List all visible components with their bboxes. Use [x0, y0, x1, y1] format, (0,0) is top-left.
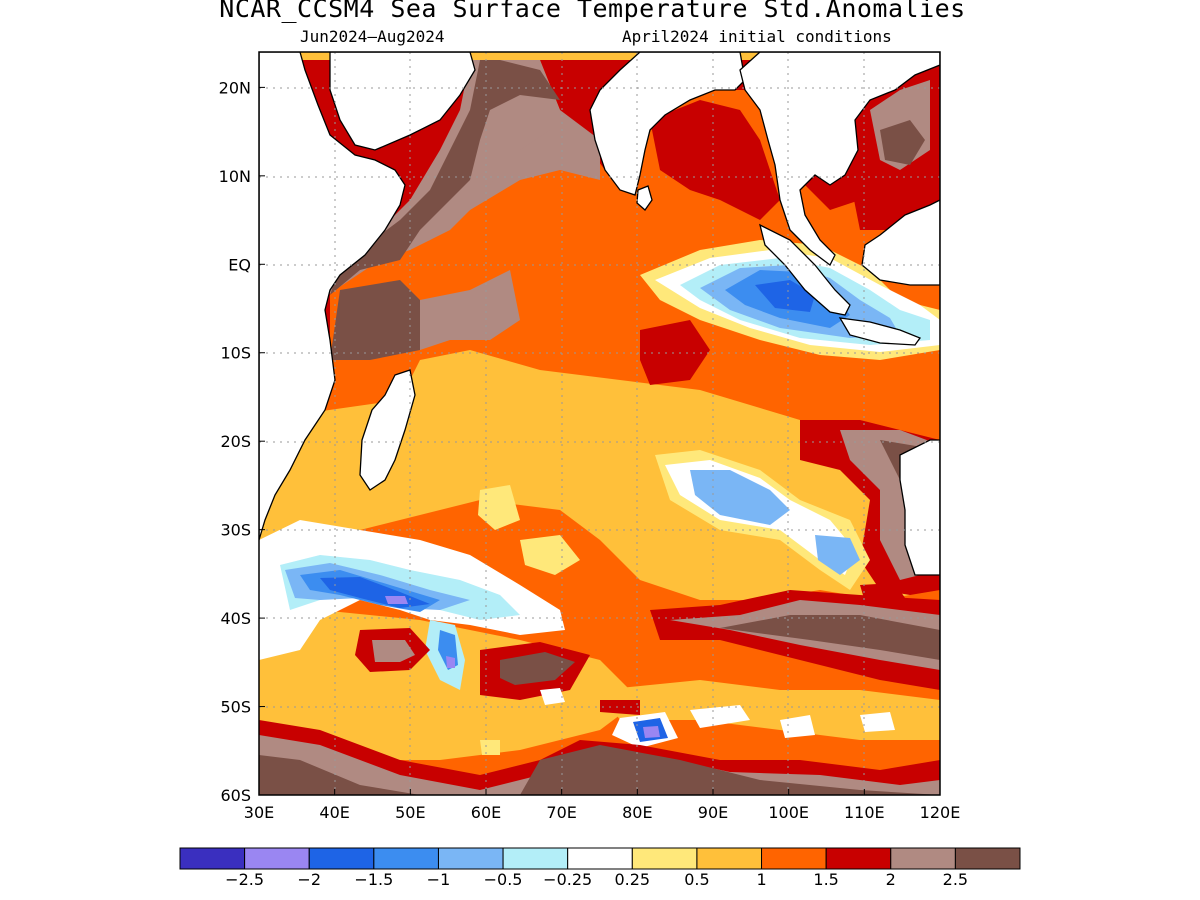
x-tick-label: 100E [768, 803, 809, 822]
colorbar-swatch [502, 847, 569, 870]
y-tick-label: 30S [220, 521, 251, 540]
colorbar-label: 0.5 [684, 870, 710, 889]
colorbar-swatch [954, 847, 1021, 870]
colorbar-label: −2 [297, 870, 322, 889]
colorbar-label: −0.25 [543, 870, 593, 889]
colorbar [179, 847, 1021, 870]
colorbar-label: −1 [426, 870, 451, 889]
colorbar-label: −0.5 [483, 870, 523, 889]
y-axis: 20N 10N EQ 10S 20S 30S 40S 50S 60S [219, 78, 265, 805]
x-tick-label: 50E [395, 803, 425, 822]
x-tick-label: 70E [546, 803, 576, 822]
x-tick-label: 60E [471, 803, 501, 822]
colorbar-swatch [567, 847, 633, 870]
y-tick-label: 20S [220, 432, 251, 451]
colorbar-label: 2.5 [942, 870, 969, 889]
colorbar-swatch [308, 847, 375, 870]
colorbar-label: 2 [885, 870, 896, 889]
grid-lines [259, 52, 940, 795]
forecast-period: Jun2024–Aug2024 [300, 27, 445, 46]
y-tick-label: 60S [220, 786, 251, 805]
x-tick-label: 30E [244, 803, 274, 822]
map-frame [258, 51, 941, 796]
y-tick-label: 50S [220, 698, 251, 717]
y-tick-label: 40S [220, 609, 251, 628]
colorbar-swatch [825, 847, 892, 870]
map-title: NCAR_CCSM4 Sea Surface Temperature Std.A… [219, 0, 966, 23]
colorbar-label: −1.5 [354, 870, 394, 889]
x-tick-label: 40E [319, 803, 349, 822]
colorbar-label: −2.5 [225, 870, 265, 889]
x-tick-label: 90E [698, 803, 728, 822]
colorbar-swatch [373, 847, 439, 870]
y-tick-label: 20N [219, 78, 251, 97]
colorbar-label: 0.25 [614, 870, 651, 889]
colorbar-swatch [179, 847, 246, 870]
colorbar-label: 1 [756, 870, 767, 889]
y-tick-label: EQ [228, 255, 251, 274]
x-tick-label: 110E [844, 803, 885, 822]
y-tick-label: 10N [219, 167, 251, 186]
colorbar-swatch [244, 847, 310, 870]
y-tick-label: 10S [220, 344, 251, 363]
colorbar-swatch [631, 847, 698, 870]
initial-conditions: April2024 initial conditions [622, 27, 892, 46]
colorbar-swatch [890, 847, 956, 870]
x-tick-label: 80E [622, 803, 652, 822]
colorbar-swatch [761, 847, 827, 870]
x-tick-label: 120E [920, 803, 961, 822]
colorbar-label: 1.5 [813, 870, 839, 889]
colorbar-swatch [696, 847, 763, 870]
x-axis: 30E 40E 50E 60E 70E 80E 90E 100E 110E 120E [244, 789, 961, 822]
colorbar-swatch [437, 847, 504, 870]
land-areas [259, 52, 940, 576]
